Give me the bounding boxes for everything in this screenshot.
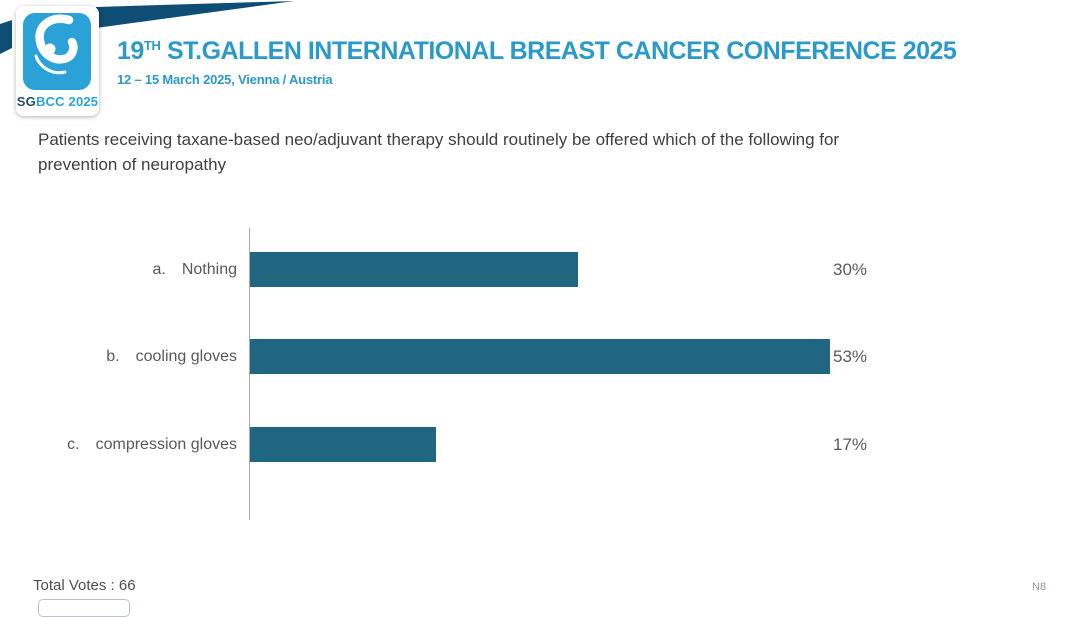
chart-row: c. compression gloves 17% — [0, 427, 1080, 462]
bar-compression-gloves — [250, 427, 436, 462]
conference-title: 19TH ST.GALLEN INTERNATIONAL BREAST CANC… — [117, 32, 957, 65]
sgbcc-logo-text: SGBCC 2025 — [16, 94, 99, 109]
chart-row: a. Nothing 30% — [0, 252, 1080, 287]
title-rest: ST.GALLEN INTERNATIONAL BREAST CANCER CO… — [160, 37, 957, 65]
sgbcc-droplet-icon — [34, 14, 78, 75]
poll-question: Patients receiving taxane-based neo/adju… — [38, 130, 840, 174]
option-label-c: c. compression gloves — [0, 427, 237, 462]
value-label-a: 30% — [833, 259, 868, 279]
slide-code: N8 — [1032, 581, 1047, 593]
decor-band-left — [0, 20, 12, 54]
chart-axis-line — [249, 228, 250, 520]
option-label-a: a. Nothing — [0, 252, 238, 287]
option-text: compression gloves — [95, 435, 237, 453]
decor-band-right — [96, 1, 294, 28]
logo-text-rest: BCC 2025 — [35, 94, 99, 109]
logo-text-sg: SG — [16, 94, 36, 109]
option-prefix: c. — [67, 435, 80, 453]
title-superscript: TH — [143, 38, 161, 53]
bar-nothing — [250, 252, 579, 287]
sgbcc-logo-tile — [23, 13, 91, 90]
title-prefix: 19 — [117, 37, 144, 65]
sgbcc-logo-card: SGBCC 2025 — [16, 6, 99, 116]
option-prefix: b. — [106, 347, 120, 365]
value-label-c: 17% — [833, 434, 868, 454]
bar-cooling-gloves — [250, 339, 830, 374]
option-label-b: b. cooling gloves — [0, 339, 237, 374]
value-label-b: 53% — [833, 346, 868, 366]
partial-button-cutoff[interactable] — [38, 599, 130, 617]
option-text: cooling gloves — [135, 347, 237, 365]
total-votes: Total Votes : 66 — [33, 577, 136, 594]
chart-row: b. cooling gloves 53% — [0, 339, 1080, 374]
option-text: Nothing — [181, 260, 237, 278]
conference-subtitle: 12 – 15 March 2025, Vienna / Austria — [117, 72, 333, 87]
header: 19TH ST.GALLEN INTERNATIONAL BREAST CANC… — [117, 32, 957, 87]
option-prefix: a. — [152, 260, 166, 278]
poll-bar-chart: a. Nothing 30% b. cooling gloves 53% c. … — [0, 228, 1080, 520]
